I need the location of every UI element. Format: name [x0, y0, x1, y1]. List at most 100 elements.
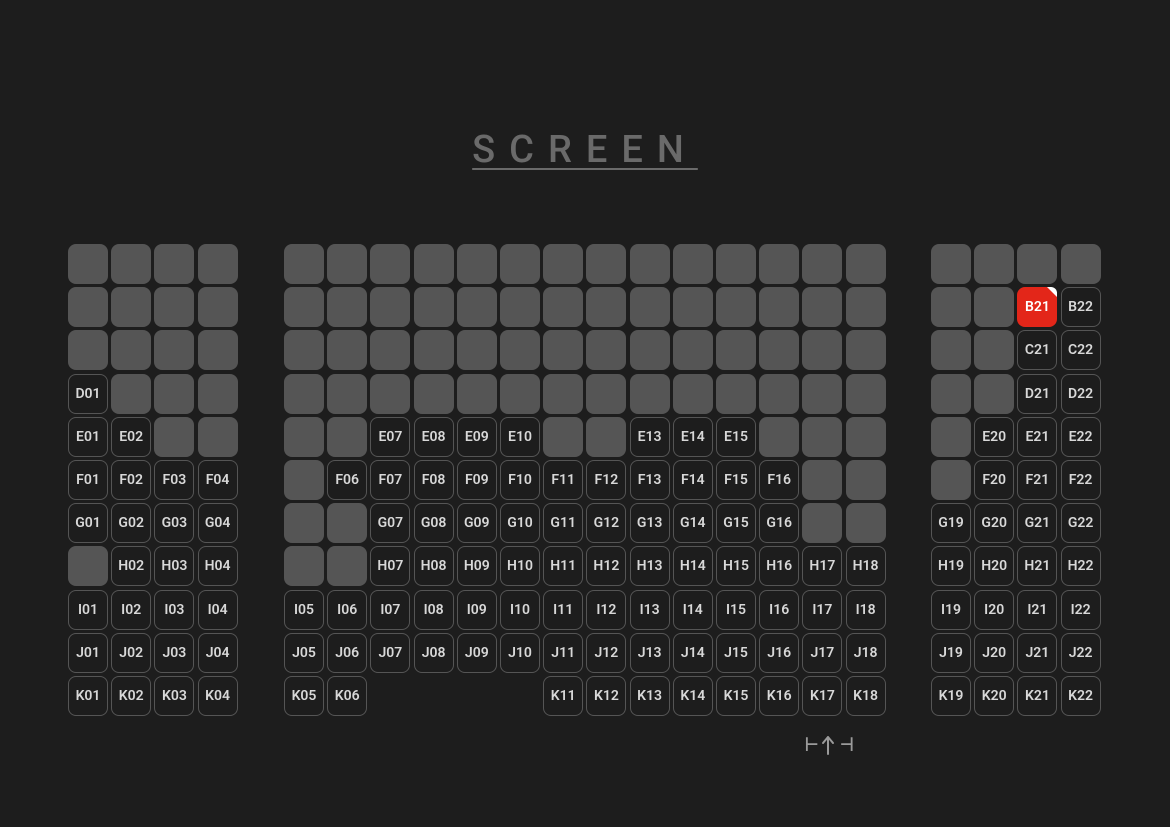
seat-g19[interactable]: G19 [931, 503, 971, 543]
seat-h13[interactable]: H13 [630, 546, 670, 586]
seat-e08[interactable]: E08 [414, 417, 454, 457]
seat-j13[interactable]: J13 [630, 633, 670, 673]
seat-e22[interactable]: E22 [1061, 417, 1101, 457]
seat-i17[interactable]: I17 [802, 590, 842, 630]
seat-k02[interactable]: K02 [111, 676, 151, 716]
seat-j15[interactable]: J15 [716, 633, 756, 673]
seat-h04[interactable]: H04 [198, 546, 238, 586]
seat-g08[interactable]: G08 [414, 503, 454, 543]
seat-k12[interactable]: K12 [586, 676, 626, 716]
seat-h17[interactable]: H17 [802, 546, 842, 586]
seat-j03[interactable]: J03 [154, 633, 194, 673]
seat-h07[interactable]: H07 [370, 546, 410, 586]
seat-k13[interactable]: K13 [630, 676, 670, 716]
seat-j08[interactable]: J08 [414, 633, 454, 673]
seat-i07[interactable]: I07 [370, 590, 410, 630]
seat-i11[interactable]: I11 [543, 590, 583, 630]
seat-k18[interactable]: K18 [846, 676, 886, 716]
seat-h09[interactable]: H09 [457, 546, 497, 586]
seat-h15[interactable]: H15 [716, 546, 756, 586]
seat-h03[interactable]: H03 [154, 546, 194, 586]
seat-j14[interactable]: J14 [673, 633, 713, 673]
seat-i18[interactable]: I18 [846, 590, 886, 630]
seat-k22[interactable]: K22 [1061, 676, 1101, 716]
seat-f13[interactable]: F13 [630, 460, 670, 500]
seat-f08[interactable]: F08 [414, 460, 454, 500]
seat-h21[interactable]: H21 [1017, 546, 1057, 586]
seat-j17[interactable]: J17 [802, 633, 842, 673]
seat-i10[interactable]: I10 [500, 590, 540, 630]
seat-j05[interactable]: J05 [284, 633, 324, 673]
seat-h10[interactable]: H10 [500, 546, 540, 586]
seat-d01[interactable]: D01 [68, 374, 108, 414]
seat-h14[interactable]: H14 [673, 546, 713, 586]
seat-b21[interactable]: B21 [1017, 287, 1057, 327]
seat-k01[interactable]: K01 [68, 676, 108, 716]
seat-j02[interactable]: J02 [111, 633, 151, 673]
seat-f07[interactable]: F07 [370, 460, 410, 500]
seat-h16[interactable]: H16 [759, 546, 799, 586]
seat-g09[interactable]: G09 [457, 503, 497, 543]
seat-f12[interactable]: F12 [586, 460, 626, 500]
seat-j21[interactable]: J21 [1017, 633, 1057, 673]
seat-i12[interactable]: I12 [586, 590, 626, 630]
seat-h02[interactable]: H02 [111, 546, 151, 586]
seat-f21[interactable]: F21 [1017, 460, 1057, 500]
seat-i15[interactable]: I15 [716, 590, 756, 630]
seat-i06[interactable]: I06 [327, 590, 367, 630]
seat-f10[interactable]: F10 [500, 460, 540, 500]
seat-i19[interactable]: I19 [931, 590, 971, 630]
seat-i02[interactable]: I02 [111, 590, 151, 630]
seat-h12[interactable]: H12 [586, 546, 626, 586]
seat-f06[interactable]: F06 [327, 460, 367, 500]
seat-e20[interactable]: E20 [974, 417, 1014, 457]
seat-e10[interactable]: E10 [500, 417, 540, 457]
seat-j11[interactable]: J11 [543, 633, 583, 673]
seat-i20[interactable]: I20 [974, 590, 1014, 630]
seat-i14[interactable]: I14 [673, 590, 713, 630]
seat-f20[interactable]: F20 [974, 460, 1014, 500]
seat-f09[interactable]: F09 [457, 460, 497, 500]
seat-j12[interactable]: J12 [586, 633, 626, 673]
seat-e01[interactable]: E01 [68, 417, 108, 457]
seat-h08[interactable]: H08 [414, 546, 454, 586]
seat-i01[interactable]: I01 [68, 590, 108, 630]
seat-g02[interactable]: G02 [111, 503, 151, 543]
seat-k03[interactable]: K03 [154, 676, 194, 716]
seat-j01[interactable]: J01 [68, 633, 108, 673]
seat-k19[interactable]: K19 [931, 676, 971, 716]
seat-g03[interactable]: G03 [154, 503, 194, 543]
seat-e15[interactable]: E15 [716, 417, 756, 457]
seat-j19[interactable]: J19 [931, 633, 971, 673]
seat-g12[interactable]: G12 [586, 503, 626, 543]
seat-e21[interactable]: E21 [1017, 417, 1057, 457]
seat-e02[interactable]: E02 [111, 417, 151, 457]
seat-i22[interactable]: I22 [1061, 590, 1101, 630]
seat-d21[interactable]: D21 [1017, 374, 1057, 414]
seat-f02[interactable]: F02 [111, 460, 151, 500]
seat-i03[interactable]: I03 [154, 590, 194, 630]
seat-g15[interactable]: G15 [716, 503, 756, 543]
seat-k17[interactable]: K17 [802, 676, 842, 716]
seat-g13[interactable]: G13 [630, 503, 670, 543]
seat-f03[interactable]: F03 [154, 460, 194, 500]
seat-j04[interactable]: J04 [198, 633, 238, 673]
seat-g04[interactable]: G04 [198, 503, 238, 543]
seat-g01[interactable]: G01 [68, 503, 108, 543]
seat-h11[interactable]: H11 [543, 546, 583, 586]
seat-h22[interactable]: H22 [1061, 546, 1101, 586]
seat-g20[interactable]: G20 [974, 503, 1014, 543]
seat-f04[interactable]: F04 [198, 460, 238, 500]
seat-j09[interactable]: J09 [457, 633, 497, 673]
seat-k15[interactable]: K15 [716, 676, 756, 716]
seat-i13[interactable]: I13 [630, 590, 670, 630]
seat-k14[interactable]: K14 [673, 676, 713, 716]
seat-g14[interactable]: G14 [673, 503, 713, 543]
seat-d22[interactable]: D22 [1061, 374, 1101, 414]
seat-j16[interactable]: J16 [759, 633, 799, 673]
seat-g16[interactable]: G16 [759, 503, 799, 543]
seat-e09[interactable]: E09 [457, 417, 497, 457]
seat-k11[interactable]: K11 [543, 676, 583, 716]
seat-b22[interactable]: B22 [1061, 287, 1101, 327]
seat-k20[interactable]: K20 [974, 676, 1014, 716]
